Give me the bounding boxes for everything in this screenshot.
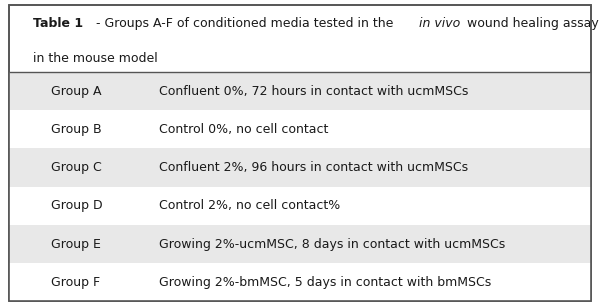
Text: wound healing assay: wound healing assay — [463, 17, 598, 30]
Text: Group D: Group D — [51, 199, 103, 212]
Text: Group B: Group B — [51, 123, 101, 136]
Text: Group E: Group E — [51, 237, 101, 251]
Text: Control 2%, no cell contact%: Control 2%, no cell contact% — [159, 199, 340, 212]
Text: Group F: Group F — [51, 276, 100, 289]
Text: Control 0%, no cell contact: Control 0%, no cell contact — [159, 123, 328, 136]
Text: in the mouse model: in the mouse model — [33, 52, 158, 65]
Text: Growing 2%-ucmMSC, 8 days in contact with ucmMSCs: Growing 2%-ucmMSC, 8 days in contact wit… — [159, 237, 505, 251]
Bar — [9, 187, 591, 225]
Bar — [9, 110, 591, 148]
Text: Confluent 2%, 96 hours in contact with ucmMSCs: Confluent 2%, 96 hours in contact with u… — [159, 161, 468, 174]
Text: Growing 2%-bmMSC, 5 days in contact with bmMSCs: Growing 2%-bmMSC, 5 days in contact with… — [159, 276, 491, 289]
Bar — [9, 148, 591, 187]
Text: Group C: Group C — [51, 161, 102, 174]
Text: in vivo: in vivo — [419, 17, 460, 30]
Bar — [9, 263, 591, 301]
Text: - Groups A-F of conditioned media tested in the: - Groups A-F of conditioned media tested… — [92, 17, 397, 30]
Bar — [9, 225, 591, 263]
Text: Table 1: Table 1 — [33, 17, 83, 30]
Text: Group A: Group A — [51, 84, 101, 98]
Text: Confluent 0%, 72 hours in contact with ucmMSCs: Confluent 0%, 72 hours in contact with u… — [159, 84, 469, 98]
Bar — [9, 72, 591, 110]
